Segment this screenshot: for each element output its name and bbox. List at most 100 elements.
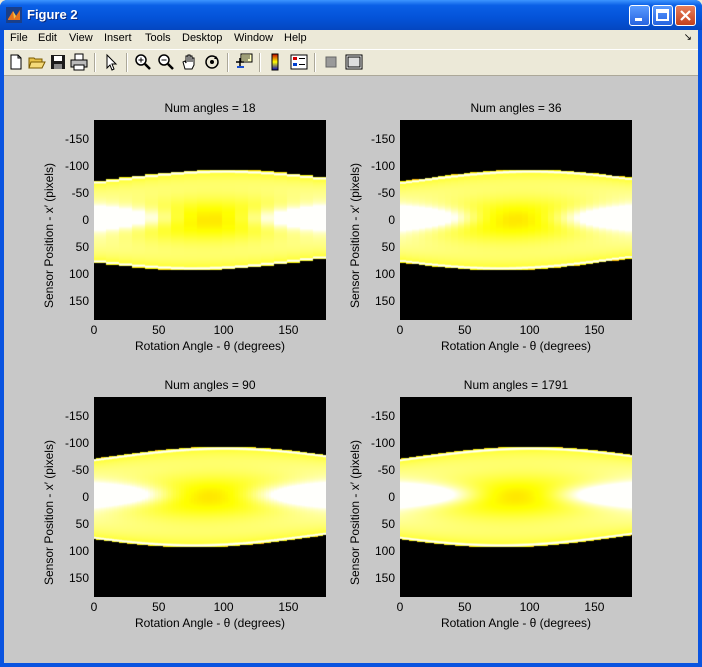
- axes-title: Num angles = 90: [164, 378, 256, 392]
- x-tick-label: 50: [152, 323, 166, 337]
- close-button[interactable]: [675, 5, 696, 26]
- axes-title: Num angles = 18: [164, 101, 256, 115]
- y-axis-label: Sensor Position - x′ (pixels): [42, 440, 56, 585]
- sinogram-image[interactable]: [94, 120, 326, 320]
- menu-window[interactable]: Window: [234, 32, 274, 44]
- y-tick-label: 100: [68, 267, 89, 282]
- legend-icon[interactable]: [290, 53, 308, 71]
- rotate-3d-icon[interactable]: [203, 53, 221, 71]
- toolbar-separator: [314, 53, 316, 72]
- save-icon[interactable]: [49, 53, 67, 71]
- x-tick-label: 50: [152, 600, 166, 614]
- y-tick-label: 150: [68, 571, 89, 586]
- y-tick-label: -150: [64, 408, 89, 423]
- x-tick-label: 100: [519, 600, 540, 614]
- y-tick-label: 50: [381, 517, 395, 532]
- y-tick-label: -150: [370, 408, 395, 423]
- y-tick-label: -150: [370, 131, 395, 146]
- toolbar-separator: [126, 53, 128, 72]
- colorbar-icon[interactable]: [266, 53, 284, 71]
- sinogram-image[interactable]: [400, 397, 632, 597]
- x-axis-label: Rotation Angle - θ (degrees): [134, 339, 286, 353]
- y-tick-label: 100: [374, 267, 395, 282]
- y-axis-label: Sensor Position - x′ (pixels): [348, 440, 362, 585]
- y-tick-label: 0: [388, 213, 395, 227]
- x-axis-label: Rotation Angle - θ (degrees): [440, 339, 592, 353]
- y-tick-label: 100: [374, 544, 395, 559]
- y-tick-label: 150: [374, 294, 395, 309]
- data-cursor-icon[interactable]: [235, 53, 253, 71]
- open-folder-icon[interactable]: [28, 53, 46, 71]
- title-bar[interactable]: Figure 2: [0, 0, 702, 30]
- pan-hand-icon[interactable]: [180, 53, 198, 71]
- menu-edit[interactable]: Edit: [38, 32, 57, 44]
- window-title: Figure 2: [27, 7, 78, 22]
- toolbar-separator: [227, 53, 229, 72]
- y-tick-label: -100: [370, 435, 395, 450]
- menu-bar: File Edit View Insert Tools Desktop Wind…: [4, 30, 698, 48]
- y-tick-label: 0: [82, 213, 89, 227]
- minimize-button[interactable]: [629, 5, 650, 26]
- y-tick-label: 150: [374, 571, 395, 586]
- y-tick-label: -150: [64, 131, 89, 146]
- y-tick-label: 150: [68, 294, 89, 309]
- x-tick-label: 0: [90, 323, 98, 337]
- x-axis-label: Rotation Angle - θ (degrees): [134, 616, 286, 630]
- figure-canvas: Num angles = 18 0 50 100 150 -150 -100 -50 0 50 10…: [4, 76, 698, 663]
- y-tick-label: 0: [388, 490, 395, 504]
- y-tick-label: 50: [381, 240, 395, 255]
- close-icon: [680, 10, 691, 21]
- x-tick-label: 150: [584, 323, 605, 337]
- maximize-button[interactable]: [652, 5, 673, 26]
- pointer-icon[interactable]: [102, 53, 120, 71]
- x-tick-label: 100: [213, 600, 234, 614]
- y-tick-label: 0: [82, 490, 89, 504]
- y-tick-label: 50: [75, 240, 89, 255]
- x-tick-label: 0: [396, 323, 404, 337]
- maximize-icon: [656, 9, 669, 21]
- menu-help[interactable]: Help: [284, 32, 307, 44]
- y-tick-label: 50: [75, 517, 89, 532]
- x-tick-label: 0: [396, 600, 404, 614]
- x-tick-label: 50: [458, 600, 472, 614]
- sinogram-image[interactable]: [94, 397, 326, 597]
- hide-plot-tools-icon[interactable]: [322, 53, 340, 71]
- new-file-icon[interactable]: [7, 53, 25, 71]
- x-tick-label: 0: [90, 600, 98, 614]
- x-tick-label: 50: [458, 323, 472, 337]
- zoom-out-icon[interactable]: [157, 53, 175, 71]
- y-axis-label: Sensor Position - x′ (pixels): [42, 163, 56, 308]
- axes-title: Num angles = 36: [470, 101, 562, 115]
- axes-title: Num angles = 1791: [463, 378, 569, 392]
- x-tick-label: 150: [278, 600, 299, 614]
- print-icon[interactable]: [70, 53, 88, 71]
- client-area: File Edit View Insert Tools Desktop Wind…: [4, 30, 698, 663]
- toolbar-separator: [259, 53, 261, 72]
- menu-desktop[interactable]: Desktop: [182, 32, 223, 44]
- y-axis-label: Sensor Position - x′ (pixels): [348, 163, 362, 308]
- menu-view[interactable]: View: [69, 32, 93, 44]
- x-tick-label: 150: [584, 600, 605, 614]
- y-tick-label: -50: [377, 185, 395, 200]
- toolbar: [4, 49, 698, 76]
- toolbar-separator: [94, 53, 96, 72]
- menu-dock-arrow-icon[interactable]: ↘: [683, 32, 692, 43]
- y-tick-label: -100: [64, 435, 89, 450]
- menu-insert[interactable]: Insert: [104, 32, 132, 44]
- show-plot-tools-icon[interactable]: [345, 53, 363, 71]
- x-axis-label: Rotation Angle - θ (degrees): [440, 616, 592, 630]
- x-tick-label: 100: [213, 323, 234, 337]
- x-tick-label: 150: [278, 323, 299, 337]
- menu-file[interactable]: File: [10, 32, 28, 44]
- zoom-in-icon[interactable]: [134, 53, 152, 71]
- matlab-logo-icon: [6, 7, 22, 23]
- y-tick-label: 100: [68, 544, 89, 559]
- sinogram-image[interactable]: [400, 120, 632, 320]
- y-tick-label: -50: [71, 462, 89, 477]
- x-tick-label: 100: [519, 323, 540, 337]
- y-tick-label: -100: [370, 158, 395, 173]
- menu-tools[interactable]: Tools: [145, 32, 171, 44]
- minimize-icon: [635, 18, 642, 21]
- y-tick-label: -100: [64, 158, 89, 173]
